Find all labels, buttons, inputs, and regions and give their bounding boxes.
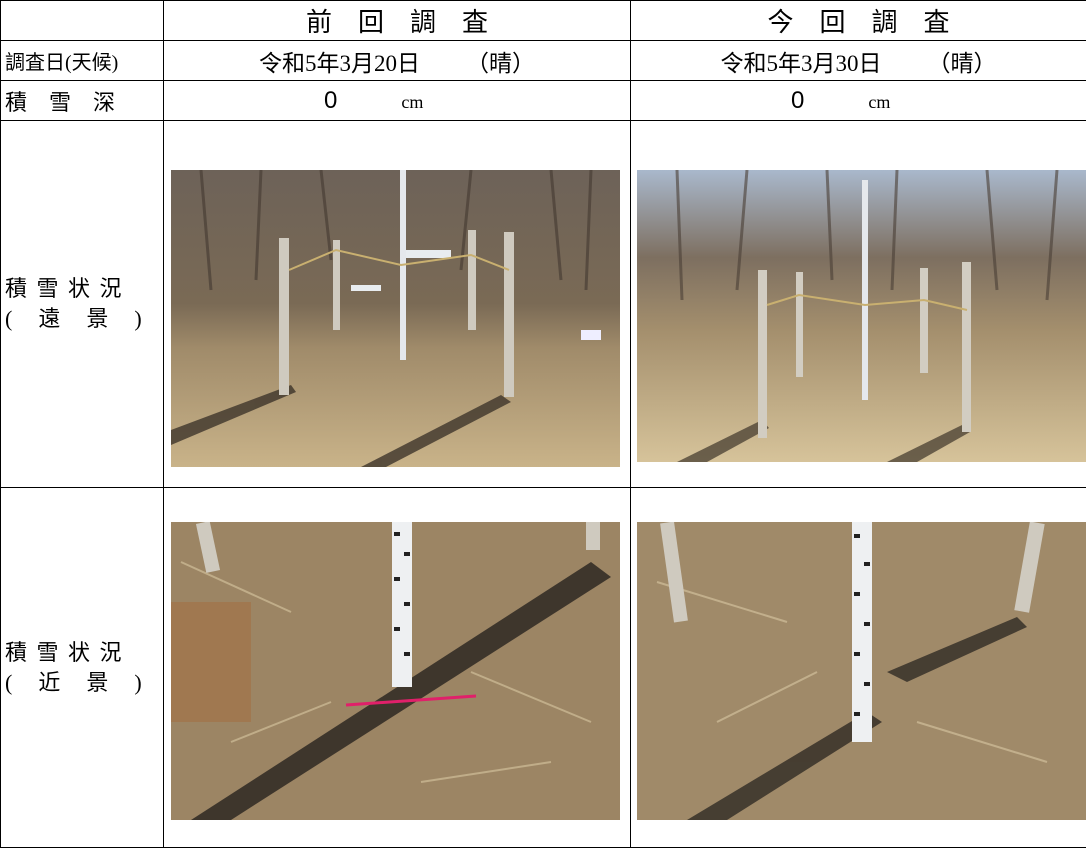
- row-label: 積 雪 深: [1, 81, 164, 121]
- weather: （晴）: [928, 44, 997, 78]
- column-header: 今 回 調 査: [631, 1, 1086, 41]
- row-label: 積 雪 状 況( 近 景 ): [1, 488, 164, 848]
- date-cell: 令和5年3月20日 （晴）: [164, 41, 631, 81]
- label-line: ( 近 景 ): [5, 668, 163, 698]
- row-label: 調査日(天候): [1, 41, 164, 81]
- row-label: 積 雪 状 況( 遠 景 ): [1, 121, 164, 488]
- photo: [171, 522, 620, 820]
- label-line: 積 雪 状 況: [5, 274, 163, 304]
- corner-cell: [1, 1, 164, 41]
- depth-unit: cm: [868, 92, 890, 113]
- weather: （晴）: [466, 44, 535, 78]
- depth-cell: 0 cm: [631, 81, 1086, 121]
- depth-value: 0: [324, 87, 337, 115]
- depth-cell: 0 cm: [164, 81, 631, 121]
- photo: [171, 170, 620, 467]
- photo: [637, 522, 1086, 820]
- label-line: 積 雪 状 況: [5, 638, 163, 668]
- depth-unit: cm: [401, 92, 423, 113]
- column-header: 前 回 調 査: [164, 1, 631, 41]
- date-cell: 令和5年3月30日 （晴）: [631, 41, 1086, 81]
- date: 令和5年3月30日: [721, 44, 882, 78]
- label-line: ( 遠 景 ): [5, 304, 163, 334]
- depth-value: 0: [791, 87, 804, 115]
- photo: [637, 170, 1086, 462]
- date: 令和5年3月20日: [259, 44, 420, 78]
